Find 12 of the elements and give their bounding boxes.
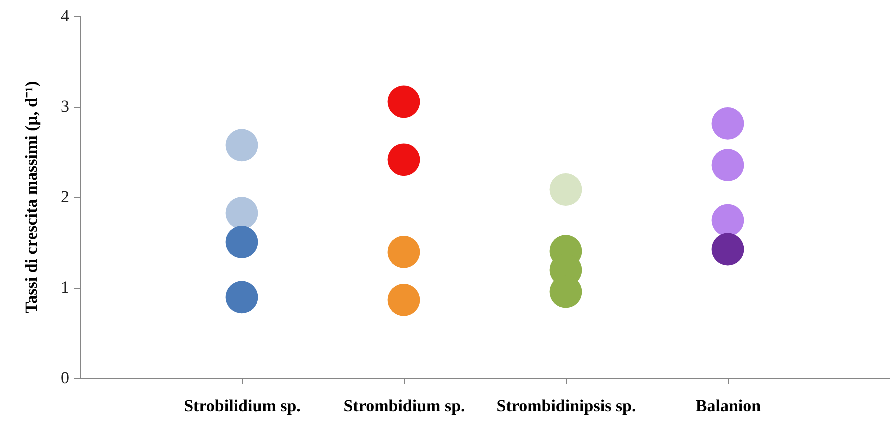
- x-tick-label: Strombidium sp.: [344, 396, 466, 416]
- point: [712, 233, 744, 266]
- x-tick-label: Balanion: [696, 396, 762, 416]
- y-tick-label: 4: [61, 6, 70, 26]
- x-tick-label: Strobilidium sp.: [184, 396, 301, 416]
- x-tick-label: Strombidinipsis sp.: [496, 396, 636, 416]
- y-tick-label: 0: [61, 368, 70, 388]
- y-tick-label: 3: [61, 97, 70, 116]
- y-tick-label: 1: [61, 278, 70, 297]
- y-axis-title: Tassi di crescita massimi (μ, d⁻¹): [22, 81, 41, 314]
- point: [550, 174, 582, 206]
- y-tick-label: 2: [61, 188, 70, 206]
